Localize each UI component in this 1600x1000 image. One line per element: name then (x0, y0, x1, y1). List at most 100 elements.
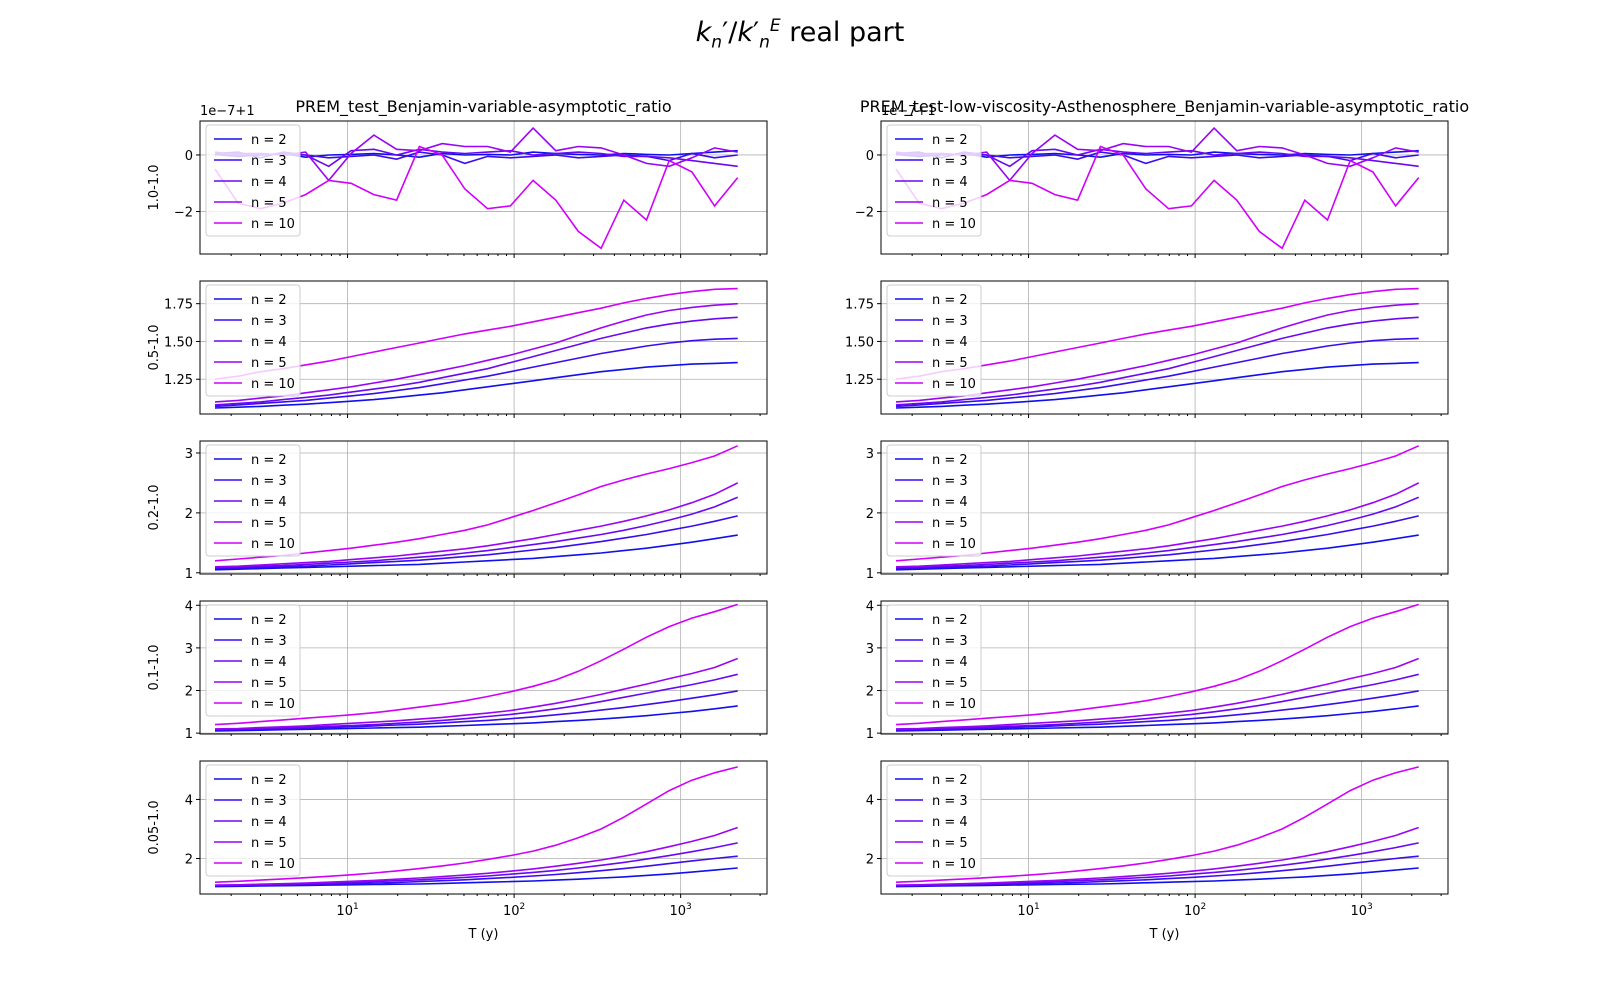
series-line (214, 148, 738, 168)
y-tick-label: 2 (185, 685, 193, 700)
legend-box (205, 124, 301, 237)
series-line (895, 126, 1419, 182)
series-line (214, 149, 738, 159)
subplot-panel: 2 4 n = 2 n = 3 n = 4 n = 5 n = 10 101 102 103 T (… (866, 760, 1449, 942)
y-tick-label: 1.50 (845, 335, 874, 350)
y-tick-label: −2 (855, 206, 874, 221)
legend-label: n = 10 (251, 377, 295, 392)
y-tick-label: 1.50 (164, 335, 193, 350)
y-tick-label: 4 (866, 599, 874, 614)
legend-label: n = 4 (932, 335, 968, 350)
y-axis-label: 0.5-1.0 (147, 324, 162, 370)
legend-label: n = 2 (932, 133, 968, 148)
legend: n = 2 n = 3 n = 4 n = 5 n = 10 (886, 604, 982, 717)
y-tick-label: 2 (185, 507, 193, 522)
series-line (214, 145, 739, 250)
legend: n = 2 n = 3 n = 4 n = 5 n = 10 (205, 604, 301, 717)
y-tick-label: 1 (185, 567, 193, 582)
legend-label: n = 2 (932, 613, 968, 628)
y-tick-label: 4 (185, 599, 193, 614)
subplot-panel: −201.0-1.01e−7+1n = 2n = 3n = 4n = 5n = … (147, 104, 768, 258)
subplot-title: PREM_test_Benjamin-variable-asymptotic_r… (295, 97, 671, 117)
subplot-title: PREM_test-low-viscosity-Asthenosphere_Be… (860, 97, 1469, 117)
legend-label: n = 3 (932, 474, 968, 489)
legend-label: n = 5 (251, 676, 287, 691)
series-line (895, 287, 1419, 380)
axes-frame (199, 440, 768, 575)
y-tick-label: 2 (866, 853, 874, 868)
legend-label: n = 5 (251, 836, 287, 851)
legend-label: n = 3 (251, 794, 287, 809)
subplot-panel: 1 2 3 0.2-1.0 n = 2 n = 3 n = 4 n = 5 n = 10 (147, 440, 768, 582)
legend-label: n = 10 (932, 537, 976, 552)
axes-frame (199, 760, 768, 895)
series-line (214, 690, 738, 731)
x-tick-label: 103 (670, 902, 692, 919)
series-line (895, 826, 1419, 886)
series-line (895, 690, 1419, 731)
legend-label: n = 5 (251, 356, 287, 371)
series-line (214, 361, 738, 409)
series-line (895, 361, 1419, 409)
y-tick-label: 1.75 (164, 298, 193, 313)
offset-text: 1e−7+1 (200, 104, 255, 119)
series-line (214, 515, 738, 570)
legend-box (886, 444, 982, 557)
series-line (214, 657, 738, 730)
y-tick-label: 1 (866, 567, 874, 582)
legend-label: n = 4 (251, 495, 287, 510)
y-tick-label: 3 (185, 447, 193, 462)
series-line (895, 148, 1419, 168)
series-line (214, 316, 738, 406)
legend-label: n = 10 (932, 697, 976, 712)
legend-box (205, 444, 301, 557)
legend-label: n = 3 (251, 314, 287, 329)
series-line (214, 302, 738, 403)
series-line (895, 766, 1419, 883)
legend-label: n = 2 (932, 453, 968, 468)
legend: n = 2 n = 3 n = 4 n = 5 n = 10 (205, 764, 301, 877)
legend-label: n = 5 (932, 196, 968, 211)
legend-label: n = 2 (251, 613, 287, 628)
y-tick-label: 1.75 (845, 298, 874, 313)
series-line (895, 149, 1419, 159)
series-line (214, 482, 739, 568)
legend-box (205, 604, 301, 717)
y-tick-label: 1.25 (845, 373, 874, 388)
legend-label: n = 2 (932, 293, 968, 308)
series-line (895, 515, 1419, 570)
y-tick-label: 1 (866, 727, 874, 742)
series-line (214, 496, 739, 569)
legend-label: n = 5 (251, 516, 287, 531)
legend-label: n = 10 (932, 857, 976, 872)
legend-label: n = 5 (251, 196, 287, 211)
series-line (895, 657, 1419, 730)
legend: n = 2 n = 3 n = 4 n = 5 n = 10 (205, 284, 301, 397)
y-axis-label: 0.2-1.0 (147, 484, 162, 530)
legend-box (886, 284, 982, 397)
series-line (895, 302, 1419, 403)
x-axis-label: T (y) (1149, 927, 1180, 942)
subplot-panel: −2 0 1e−7+1 n = 2 n = 3 n = 4 n = 5 n = 10 (855, 104, 1449, 258)
y-tick-label: 1.25 (164, 373, 193, 388)
legend-label: n = 10 (251, 217, 295, 232)
legend: n = 2 n = 3 n = 4 n = 5 n = 10 (886, 284, 982, 397)
x-tick-label: 102 (503, 902, 525, 919)
legend-label: n = 5 (932, 836, 968, 851)
legend-label: n = 4 (932, 495, 968, 510)
legend-label: n = 4 (932, 655, 968, 670)
legend: n = 2 n = 3 n = 4 n = 5 n = 10 (886, 764, 982, 877)
axes-frame (199, 120, 768, 255)
legend-box (205, 284, 301, 397)
axes-frame (880, 120, 1449, 255)
figure-title: kn′/k′nE real part (695, 16, 905, 53)
y-tick-label: 4 (185, 793, 193, 808)
legend-label: n = 4 (251, 655, 287, 670)
legend-label: n = 4 (251, 175, 287, 190)
series-line (895, 673, 1419, 731)
legend-label: n = 4 (251, 335, 287, 350)
subplot-panel: 2 4 0.05-1.0 n = 2 n = 3 n = 4 n = 5 n = 10 101 1… (147, 760, 768, 942)
series-line (214, 445, 739, 562)
legend-label: n = 3 (932, 794, 968, 809)
series-line (214, 673, 738, 731)
